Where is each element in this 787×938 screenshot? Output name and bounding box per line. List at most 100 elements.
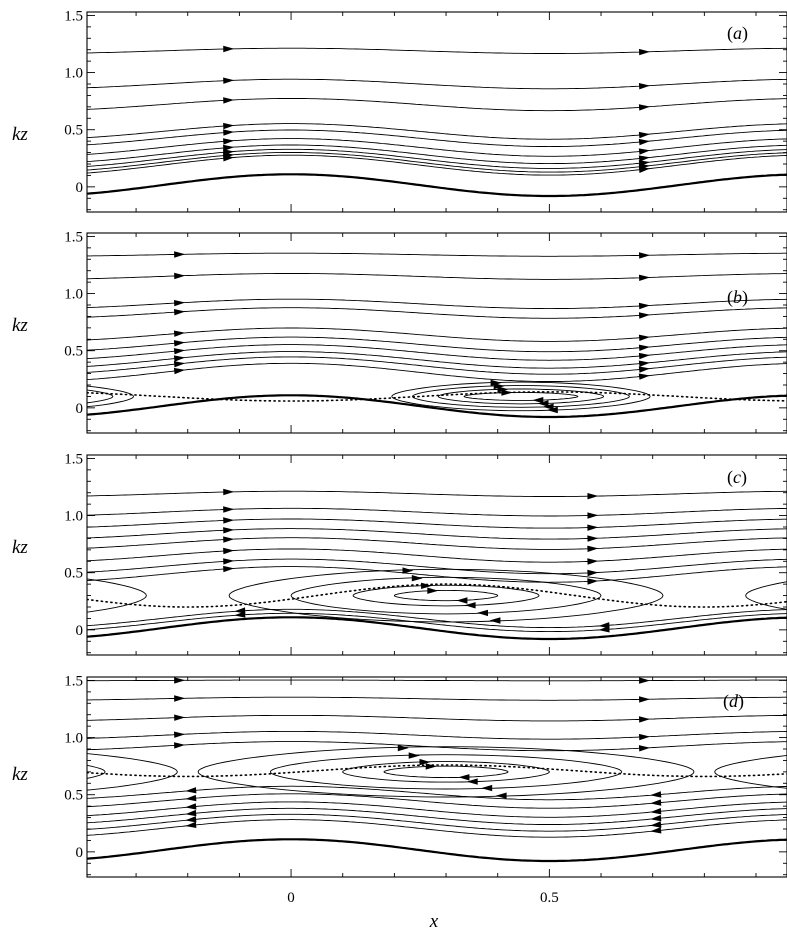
cat-eye-arrow bbox=[481, 785, 492, 791]
streamline-arrow bbox=[174, 732, 185, 738]
panel-d-streamlines bbox=[0, 677, 787, 861]
panel-a-streamlines bbox=[87, 46, 787, 196]
reverse-streamline bbox=[87, 814, 787, 831]
streamline-arrow bbox=[223, 123, 234, 129]
reverse-streamline-arrow bbox=[185, 810, 196, 816]
panel-a-y-axis-label: kz bbox=[12, 124, 28, 145]
panel-b-streamlines bbox=[0, 251, 787, 417]
x-tick-label: 0 bbox=[287, 890, 295, 906]
streamline-arrow bbox=[223, 517, 234, 523]
streamline bbox=[87, 328, 787, 341]
y-tick-label: 1.5 bbox=[64, 673, 83, 689]
streamline-arrow bbox=[587, 493, 598, 499]
streamline-arrow bbox=[174, 348, 185, 354]
streamline-arrow bbox=[174, 251, 185, 257]
streamline-arrow bbox=[639, 83, 650, 89]
streamline-arrow bbox=[587, 558, 598, 564]
streamline-arrow bbox=[223, 129, 234, 135]
streamline bbox=[87, 124, 787, 140]
y-tick-label: 0.5 bbox=[64, 344, 83, 360]
cat-eye-contour bbox=[0, 392, 61, 400]
streamline bbox=[87, 308, 787, 319]
streamline-arrow bbox=[174, 677, 185, 683]
streamline bbox=[87, 274, 787, 280]
y-tick-label: 1.0 bbox=[64, 509, 83, 525]
y-tick-label: 1.0 bbox=[64, 731, 83, 747]
cat-eye-contour bbox=[353, 585, 539, 606]
streamline-arrow bbox=[587, 512, 598, 518]
x-tick-label: 0.5 bbox=[540, 890, 559, 906]
streamline-arrow bbox=[174, 742, 185, 748]
streamline bbox=[87, 79, 787, 89]
streamline-arrow bbox=[639, 132, 650, 138]
y-tick-label: 0 bbox=[76, 401, 84, 417]
critical-layer bbox=[87, 392, 787, 401]
critical-layer bbox=[87, 584, 787, 607]
cat-eye-arrow bbox=[409, 752, 420, 758]
cat-eye-arrow bbox=[456, 597, 467, 603]
streamline-arrow bbox=[639, 49, 650, 55]
panel-c-streamlines bbox=[0, 489, 787, 639]
cat-eye-arrow bbox=[489, 617, 500, 623]
streamline-arrow bbox=[174, 361, 185, 367]
cat-eye-arrow bbox=[496, 793, 507, 799]
y-tick-label: 1.5 bbox=[64, 8, 83, 24]
streamline-arrow bbox=[587, 535, 598, 541]
streamline-arrow bbox=[223, 138, 234, 144]
streamline-arrow bbox=[639, 148, 650, 154]
cat-eye-arrow bbox=[458, 774, 469, 780]
streamline-arrow bbox=[639, 275, 650, 281]
streamline bbox=[87, 519, 787, 528]
streamline-arrow bbox=[639, 252, 650, 258]
y-tick-label: 0.5 bbox=[64, 123, 83, 139]
cat-eye-arrow bbox=[412, 575, 423, 581]
reverse-streamline-arrow bbox=[185, 822, 196, 828]
cat-eye-contour bbox=[270, 755, 621, 789]
panel-c-y-tick-labels: 00.51.01.5 bbox=[64, 451, 83, 638]
reverse-streamline-arrow bbox=[185, 816, 196, 822]
cat-eye-contour bbox=[291, 577, 601, 614]
reverse-streamline-arrow bbox=[650, 815, 661, 821]
streamline-arrow bbox=[174, 715, 185, 721]
cat-eye-contour bbox=[0, 389, 87, 404]
streamline-arrow bbox=[223, 97, 234, 103]
reverse-streamline-arrow bbox=[650, 821, 661, 827]
streamline bbox=[87, 742, 787, 751]
y-tick-label: 0 bbox=[76, 180, 84, 196]
panel-c-tag: (c) bbox=[727, 467, 747, 488]
panel-c: 00.51.01.5 kz (c) bbox=[0, 451, 787, 655]
streamline-arrow bbox=[223, 506, 234, 512]
streamline bbox=[87, 99, 787, 111]
bottom-wall bbox=[87, 174, 787, 196]
streamline bbox=[87, 299, 787, 308]
reverse-streamline-arrow bbox=[185, 787, 196, 793]
cat-eye-contour bbox=[0, 382, 134, 411]
cat-eye-arrow bbox=[426, 763, 437, 769]
reverse-streamline-arrow bbox=[185, 795, 196, 801]
y-tick-label: 1.0 bbox=[64, 66, 83, 82]
streamline-arrow bbox=[639, 312, 650, 318]
cat-eye-contour bbox=[0, 585, 22, 606]
streamline-arrow bbox=[587, 546, 598, 552]
cat-eye-contour bbox=[394, 590, 497, 600]
cat-eye-contour bbox=[0, 577, 84, 614]
streamline-arrow bbox=[223, 78, 234, 84]
critical-layer bbox=[87, 765, 787, 776]
reverse-streamline-arrow bbox=[650, 799, 661, 805]
streamline-arrow bbox=[639, 104, 650, 110]
y-tick-label: 1.5 bbox=[64, 229, 83, 245]
streamline-arrow bbox=[639, 745, 650, 751]
x-tick-labels: 0 0.5 bbox=[287, 890, 558, 906]
streamline-arrow bbox=[639, 716, 650, 722]
streamline-arrow bbox=[223, 527, 234, 533]
streamline-arrow bbox=[587, 578, 598, 584]
y-tick-label: 1.0 bbox=[64, 287, 83, 303]
streamline-arrow bbox=[639, 303, 650, 309]
streamline-arrow bbox=[223, 536, 234, 542]
streamline-arrow bbox=[639, 677, 650, 683]
reverse-streamline-arrow bbox=[185, 803, 196, 809]
streamline bbox=[87, 48, 787, 53]
cat-eye-contour bbox=[0, 386, 113, 408]
cat-eye-contour bbox=[438, 389, 603, 404]
